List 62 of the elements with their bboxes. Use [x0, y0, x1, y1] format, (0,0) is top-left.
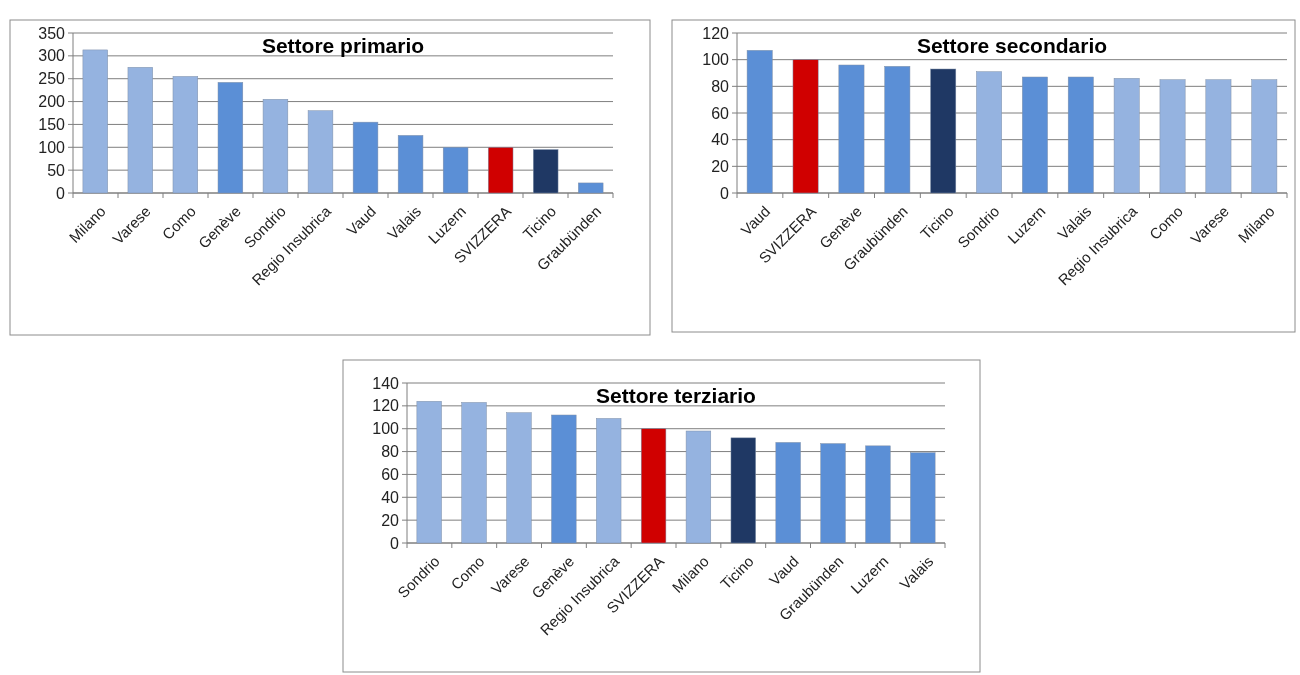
y-tick-label: 120	[702, 24, 730, 42]
y-tick-label: 350	[38, 24, 66, 42]
bar	[461, 402, 487, 544]
bar	[416, 401, 442, 544]
bar	[976, 71, 1002, 194]
bar	[884, 66, 911, 194]
y-tick-label: 40	[711, 131, 730, 149]
y-tick-label: 20	[381, 511, 400, 529]
bar	[506, 412, 532, 544]
bar	[307, 110, 334, 194]
bar	[685, 430, 712, 544]
bar	[1113, 78, 1140, 194]
y-tick-label: 50	[47, 161, 66, 179]
bar	[746, 50, 773, 194]
bar	[1251, 79, 1278, 194]
y-tick-label: 80	[711, 77, 730, 95]
y-tick-label: 0	[56, 184, 66, 202]
y-tick-label: 80	[381, 443, 400, 461]
y-tick-label: 0	[390, 534, 400, 552]
y-tick-label: 100	[702, 51, 730, 69]
y-tick-label: 20	[711, 157, 730, 175]
bar	[1067, 76, 1094, 194]
chart-title: Settore terziario	[596, 384, 756, 407]
y-tick-label: 200	[38, 93, 66, 111]
y-tick-label: 0	[720, 184, 730, 202]
bar	[865, 445, 891, 544]
bar	[578, 182, 604, 194]
bar	[838, 64, 865, 194]
bar	[1205, 79, 1232, 194]
bar	[533, 149, 559, 194]
bar	[596, 418, 622, 544]
bar	[551, 414, 577, 544]
bar	[488, 147, 514, 194]
bar	[397, 135, 424, 194]
bar	[352, 121, 379, 194]
chart-title: Settore primario	[261, 34, 425, 57]
bar	[172, 76, 198, 194]
y-tick-label: 150	[38, 116, 66, 134]
y-tick-label: 140	[372, 374, 400, 392]
bar	[442, 147, 469, 194]
y-tick-label: 250	[38, 70, 66, 88]
y-tick-label: 40	[381, 488, 400, 506]
bar	[910, 452, 936, 544]
bar	[217, 82, 244, 194]
y-tick-label: 100	[38, 138, 66, 156]
bar	[730, 437, 756, 544]
bar	[640, 428, 667, 544]
y-tick-label: 300	[38, 47, 66, 65]
bar	[1022, 76, 1048, 194]
y-tick-label: 100	[372, 420, 400, 438]
bar	[792, 59, 819, 194]
chart-title: Settore secondario	[916, 34, 1108, 57]
bar	[82, 49, 108, 194]
y-tick-label: 60	[711, 104, 730, 122]
bar	[1159, 79, 1186, 194]
bar	[262, 99, 289, 194]
bar	[775, 442, 801, 544]
bar	[930, 68, 957, 194]
y-tick-label: 120	[372, 397, 400, 415]
bar	[820, 443, 846, 544]
bar	[127, 67, 153, 194]
y-tick-label: 60	[381, 466, 400, 484]
